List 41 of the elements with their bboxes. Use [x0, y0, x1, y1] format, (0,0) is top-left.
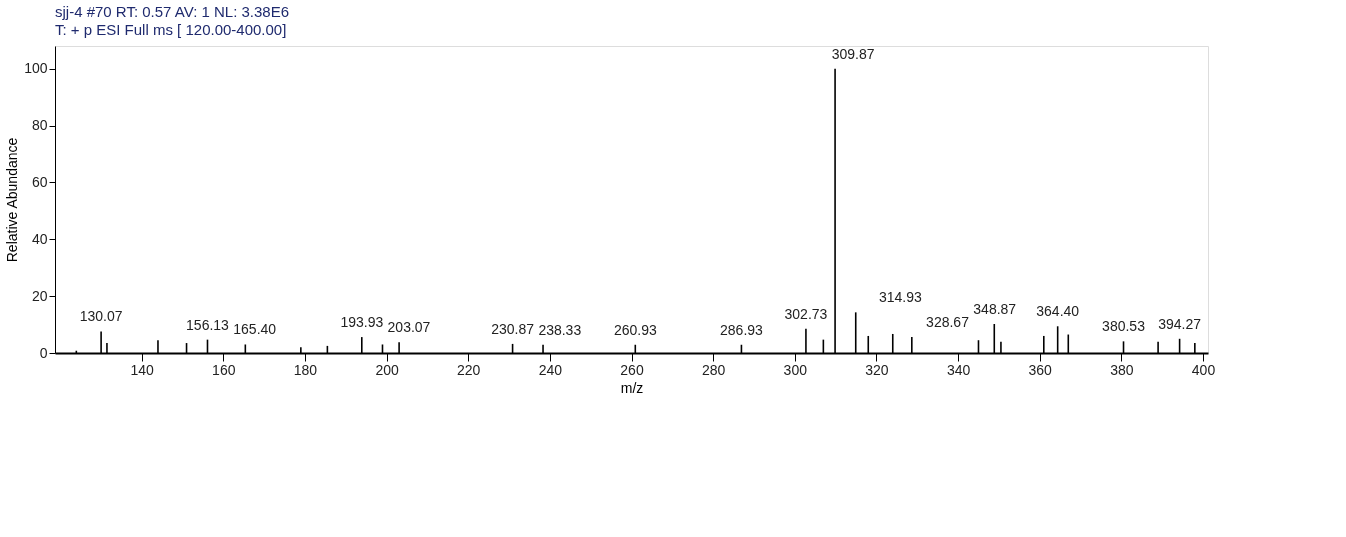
annotation: 230.87: [491, 320, 535, 337]
x-tick-label: 380: [1110, 361, 1134, 378]
annotation: 203.07: [387, 319, 431, 336]
x-tick-label: 200: [375, 361, 399, 378]
annotation: 156.13: [186, 316, 230, 333]
x-axis-title: m/z: [620, 379, 644, 396]
y-tick-label: 0: [39, 344, 48, 361]
annotation: 260.93: [613, 321, 657, 338]
chart-title: sjj-4 #70 RT: 0.57 AV: 1 NL: 3.38E6: [55, 3, 290, 20]
y-tick-label: 40: [31, 230, 48, 247]
x-tick-label: 160: [212, 361, 236, 378]
x-tick-label: 140: [130, 361, 155, 378]
annotation: 380.53: [1102, 318, 1146, 335]
annotation: 238.33: [538, 321, 582, 338]
annotation: 394.27: [1158, 315, 1202, 332]
x-tick-label: 340: [946, 361, 971, 378]
y-tick-label: 100: [24, 60, 48, 77]
annotation: 193.93: [340, 314, 384, 331]
annotation: 286.93: [720, 321, 764, 338]
x-tick-label: 220: [457, 361, 481, 378]
annotation: 348.87: [973, 301, 1017, 318]
annotation: 314.93: [878, 289, 922, 306]
y-tick-label: 20: [31, 287, 48, 304]
annotation: 165.40: [233, 321, 277, 338]
annotation: 364.40: [1036, 303, 1080, 320]
y-tick-label: 60: [31, 173, 48, 190]
x-tick-label: 180: [293, 361, 318, 378]
y-tick-label: 80: [31, 117, 48, 134]
annotation: 302.73: [784, 305, 828, 322]
x-tick-label: 240: [538, 361, 563, 378]
chart-subtitle: T: + p ESI Full ms [ 120.00-400.00]: [55, 21, 287, 38]
x-tick-label: 280: [701, 361, 726, 378]
annotation: 309.87: [831, 45, 875, 62]
x-tick-label: 320: [865, 361, 889, 378]
annotation: 130.07: [79, 308, 123, 325]
x-tick-label: 300: [783, 361, 808, 378]
x-tick-label: 360: [1028, 361, 1053, 378]
annotation: 328.67: [926, 314, 970, 331]
x-tick-label: 400: [1191, 361, 1216, 378]
x-tick-label: 260: [620, 361, 644, 378]
y-axis-title: Relative Abundance: [4, 137, 21, 263]
